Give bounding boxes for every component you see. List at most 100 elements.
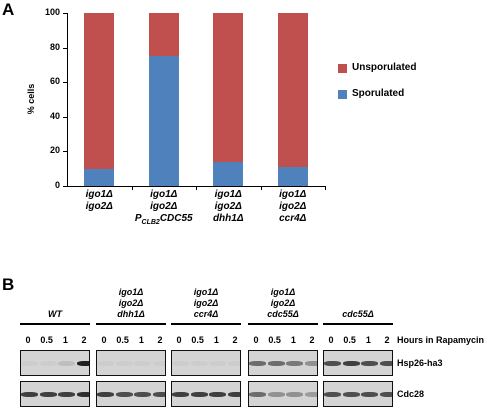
protein-band bbox=[190, 392, 208, 397]
y-tick-label: 20 bbox=[49, 145, 60, 156]
timepoint-label: 1 bbox=[365, 335, 371, 345]
y-tick-label: 0 bbox=[54, 180, 60, 190]
blot-panel bbox=[96, 381, 166, 407]
protein-band bbox=[228, 392, 240, 397]
bar-sporulated bbox=[277, 166, 308, 186]
group-underline bbox=[96, 323, 166, 325]
x-category-label: igo1Δ igo2Δ PCLB2CDC55 bbox=[119, 189, 209, 229]
blot-panel bbox=[248, 381, 318, 407]
protein-band bbox=[267, 392, 285, 397]
protein-band bbox=[380, 392, 392, 397]
category-line: igo1Δ bbox=[279, 189, 307, 200]
blot-panel bbox=[96, 350, 166, 376]
legend-swatch bbox=[338, 90, 347, 99]
group-underline bbox=[171, 323, 241, 325]
timepoints-axis-label: Hours in Rapamycin bbox=[397, 335, 485, 345]
promoter-prefix: P bbox=[134, 213, 142, 224]
group-genotype-label: igo1Δ igo2Δ ccr4Δ bbox=[166, 287, 246, 320]
x-category-label: igo1Δ igo2Δ ccr4Δ bbox=[248, 189, 338, 225]
x-tick-mark bbox=[325, 186, 326, 190]
protein-band bbox=[286, 392, 304, 397]
group-underline bbox=[248, 323, 318, 325]
protein-band bbox=[305, 392, 317, 397]
protein-band bbox=[134, 392, 152, 397]
category-line: igo2Δ bbox=[85, 201, 113, 212]
y-tick-mark bbox=[63, 47, 67, 49]
bar-unsporulated bbox=[148, 13, 179, 57]
protein-band bbox=[77, 392, 89, 397]
protein-band bbox=[21, 361, 38, 366]
promoter-subscript: CLB2 bbox=[141, 219, 160, 226]
protein-band bbox=[172, 361, 189, 366]
y-axis-label: % cells bbox=[26, 83, 36, 114]
category-line: dhh1Δ bbox=[212, 213, 244, 224]
group-genotype-label: igo1Δ igo2Δ cdc55Δ bbox=[243, 287, 323, 320]
timepoint-label: 1 bbox=[62, 335, 68, 345]
group-genotype-label: WT bbox=[15, 309, 95, 320]
protein-band bbox=[172, 392, 189, 397]
protein-band bbox=[153, 392, 165, 397]
protein-band bbox=[209, 361, 227, 366]
blot-panel bbox=[171, 381, 241, 407]
protein-band bbox=[361, 392, 379, 397]
protein-band bbox=[342, 392, 360, 397]
x-category-label: igo1Δ igo2Δ bbox=[54, 189, 144, 213]
y-tick-mark bbox=[63, 151, 67, 153]
y-tick-mark bbox=[63, 13, 67, 14]
x-tick-mark bbox=[131, 186, 133, 190]
protein-band bbox=[58, 361, 76, 366]
protein-band bbox=[267, 361, 285, 366]
y-axis-line bbox=[67, 13, 68, 186]
protein-band bbox=[209, 392, 227, 397]
category-line: igo1Δ bbox=[150, 189, 178, 200]
protein-band bbox=[361, 361, 379, 366]
protein-band bbox=[190, 361, 208, 366]
genotype-line: igo2Δ bbox=[193, 298, 219, 308]
category-line: igo2Δ bbox=[214, 201, 242, 212]
panel-b-letter: B bbox=[2, 275, 15, 294]
western-blot-figure: WT 0 0.5 1 2 igo1Δ igo2Δ dhh1Δ 0 0.5 1 2 igo1Δ igo2Δ c… bbox=[0, 270, 500, 413]
protein-band bbox=[134, 361, 152, 366]
y-tick-label: 60 bbox=[49, 76, 60, 87]
blot-panel bbox=[20, 381, 90, 407]
timepoint-label: 0.5 bbox=[116, 335, 129, 345]
timepoint-label: 0 bbox=[253, 335, 259, 345]
promoter-suffix: CDC55 bbox=[159, 213, 193, 224]
blot-panel bbox=[323, 350, 393, 376]
protein-band bbox=[228, 361, 240, 366]
protein-band bbox=[115, 392, 133, 397]
x-tick-mark bbox=[260, 186, 262, 190]
y-tick-mark bbox=[63, 82, 67, 84]
genotype-line: WT bbox=[48, 309, 62, 319]
timepoint-label: 0.5 bbox=[268, 335, 281, 345]
y-tick-label: 80 bbox=[49, 41, 60, 52]
protein-band bbox=[380, 361, 392, 366]
timepoint-label: 2 bbox=[309, 335, 315, 345]
protein-band bbox=[324, 392, 341, 397]
timepoint-label: 2 bbox=[232, 335, 238, 345]
bar-unsporulated bbox=[84, 13, 115, 169]
y-tick-label: 100 bbox=[44, 7, 60, 17]
category-line: igo1Δ bbox=[85, 189, 113, 200]
blot-row-label: Hsp26-ha3 bbox=[397, 358, 443, 368]
timepoint-label: 2 bbox=[157, 335, 163, 345]
panel-a-letter: A bbox=[2, 0, 15, 19]
genotype-line: cdc55Δ bbox=[342, 309, 374, 319]
timepoint-label: 2 bbox=[81, 335, 87, 345]
x-category-label: igo1Δ igo2Δ dhh1Δ bbox=[183, 189, 273, 225]
timepoint-label: 1 bbox=[213, 335, 219, 345]
timepoint-label: 1 bbox=[138, 335, 144, 345]
blot-panel bbox=[248, 350, 318, 376]
protein-band bbox=[153, 361, 165, 366]
timepoint-label: 0 bbox=[328, 335, 334, 345]
genotype-line: cdc55Δ bbox=[267, 309, 299, 319]
group-underline bbox=[20, 323, 90, 325]
x-tick-mark bbox=[196, 186, 197, 190]
bar-unsporulated bbox=[277, 13, 308, 167]
legend-label: Unsporulated bbox=[352, 62, 417, 73]
protein-band bbox=[324, 361, 341, 366]
timepoint-label: 0.5 bbox=[191, 335, 204, 345]
legend-swatch bbox=[338, 64, 347, 73]
timepoint-label: 0 bbox=[176, 335, 182, 345]
group-genotype-label: igo1Δ igo2Δ dhh1Δ bbox=[91, 287, 171, 320]
